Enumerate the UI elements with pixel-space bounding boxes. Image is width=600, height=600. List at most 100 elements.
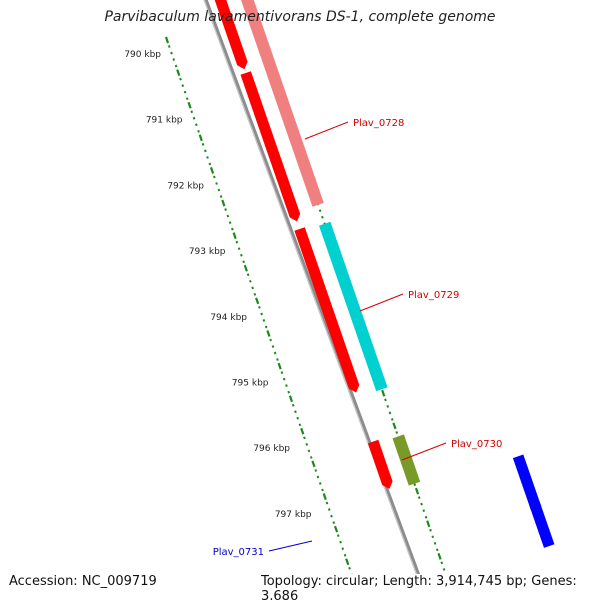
left-scale-tick (285, 384, 288, 388)
right-scale-tick (414, 487, 420, 495)
gene-label-plav-0728: Plav_0728 (353, 118, 404, 129)
left-scale-tick (291, 403, 295, 407)
left-scale-tick (215, 182, 218, 185)
feature-plav-0728 (241, 0, 324, 207)
left-scale-tick (174, 64, 178, 68)
feature-plav-0729 (319, 221, 388, 392)
left-scale-tick (305, 442, 309, 446)
left-scale-tick (194, 123, 198, 127)
left-scale-tick (185, 97, 189, 101)
right-scale-tick (381, 389, 386, 397)
left-scale-tick (311, 460, 316, 468)
right-scale-tick (318, 209, 322, 213)
left-scale-tick (332, 521, 336, 525)
left-scale-tick (198, 134, 203, 142)
left-scale-tick (287, 390, 291, 394)
left-scale-tick (294, 410, 297, 414)
left-scale-tick (307, 449, 311, 453)
gene-plav-0729-cds (294, 227, 360, 393)
left-scale-tick (190, 110, 194, 114)
feature-plav-0730 (392, 434, 421, 486)
left-scale-tick (197, 129, 200, 133)
gene-plav-0728-cds-2 (240, 71, 301, 222)
left-scale-tick (232, 232, 237, 240)
right-scale-tick (433, 541, 437, 545)
left-scale-tick (226, 214, 230, 218)
left-scale-tick (330, 514, 333, 518)
left-scale-tick (209, 167, 215, 174)
left-scale-tick (280, 371, 284, 375)
right-scale-tick (420, 502, 423, 506)
backbone-line (203, 0, 430, 600)
gene-plav-0731-cds (512, 454, 542, 511)
left-scale-tick (345, 558, 350, 566)
left-scale-tick (333, 525, 339, 533)
right-scale-tick (429, 528, 432, 532)
left-scale-tick (251, 286, 254, 290)
left-scale-tick (170, 51, 173, 55)
left-scale-tick (343, 553, 347, 557)
accession-text: Accession: NC_009719 (7, 574, 159, 589)
right-scale-tick (395, 431, 399, 434)
left-scale-tick (253, 292, 257, 296)
right-scale-tick (417, 496, 421, 500)
left-scale-tick (219, 195, 223, 198)
left-scale-tick (249, 279, 252, 283)
left-scale-tick (296, 416, 300, 420)
left-scale-tick (246, 273, 250, 277)
left-scale-tick (231, 227, 234, 231)
right-scale-tick (424, 515, 428, 519)
left-scale-tick (277, 362, 282, 370)
left-scale-tick (321, 488, 324, 492)
left-scale-tick (167, 45, 171, 48)
left-scale-tick (322, 493, 327, 500)
feature-tracks (214, 0, 555, 548)
left-scale-tick (258, 306, 261, 309)
left-scale-tick (235, 240, 239, 244)
right-scale-tick (440, 561, 444, 565)
left-scale-tick (316, 475, 320, 479)
left-scale-tick (336, 534, 340, 538)
right-scale-tick (422, 509, 426, 513)
gene-plav-0731-cds-2 (529, 501, 555, 548)
right-scale-tick (442, 568, 446, 571)
gene-label-plav-0729: Plav_0729 (408, 290, 459, 301)
backbone-highlight (203, 0, 427, 600)
left-scale-tick (262, 319, 266, 322)
left-scale-tick (348, 566, 351, 570)
scale-tick-label: 796 kbp (253, 444, 290, 454)
scale-tick-label: 790 kbp (124, 50, 161, 60)
topology-text: Topology: circular; Length: 3,914,745 bp… (259, 574, 600, 600)
left-scale-tick (266, 330, 271, 337)
left-scale-tick (172, 58, 176, 61)
left-scale-tick (206, 156, 209, 159)
left-scale-tick (217, 188, 221, 192)
left-scale-tick (300, 427, 305, 435)
left-scale-tick (314, 469, 318, 472)
scale-tick-label: 793 kbp (189, 247, 226, 257)
left-scale-tick (325, 501, 329, 505)
left-scale-tick (269, 338, 272, 342)
left-scale-tick (288, 395, 294, 403)
right-scale-tick (388, 411, 392, 415)
right-scale-tick (431, 535, 435, 539)
gene-label-plav-0730: Plav_0730 (451, 439, 502, 450)
gene-label-plav-0731: Plav_0731 (213, 547, 264, 558)
right-scale-tick (426, 520, 431, 528)
left-scale-tick (192, 116, 196, 120)
left-scale-tick (255, 297, 260, 305)
left-scale-tick (201, 142, 205, 146)
left-scale-tick (176, 69, 181, 76)
right-scale-tick (384, 398, 387, 402)
left-scale-tick (264, 325, 268, 329)
leader-line-plav-0731 (268, 540, 313, 552)
right-scale-tick (437, 552, 442, 560)
left-scale-tick (224, 208, 227, 211)
labels: Plav_0728 Plav_0729 Plav_0730 Plav_0731 (213, 118, 503, 558)
left-scale-tick (187, 101, 192, 109)
left-scale-tick (181, 84, 185, 88)
left-scale-tick (204, 149, 207, 153)
left-scale-tick (237, 247, 241, 251)
scale-ticks: 790 kbp 791 kbp 792 kbp 793 kbp 794 kbp 795 k… (124, 0, 450, 598)
